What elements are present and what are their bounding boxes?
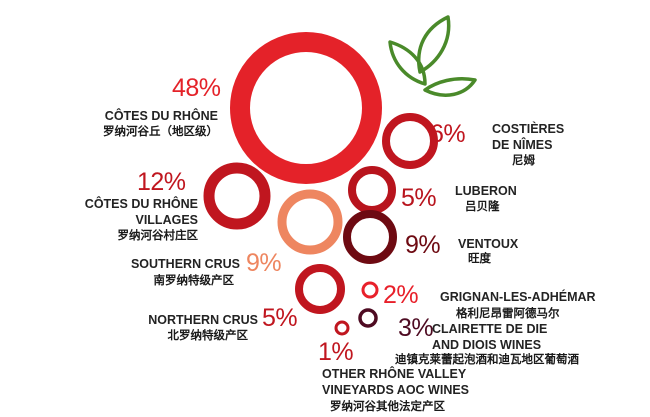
label-diois: AND DIOIS WINES: [432, 338, 542, 352]
ring-1pct-9: [334, 320, 350, 336]
ring-2pct-6: [361, 281, 379, 299]
ring-3pct-8: [358, 308, 378, 328]
label-grignan: GRIGNAN-LES-ADHÉMAR: [440, 290, 596, 304]
label-villages: VILLAGES: [135, 213, 198, 227]
pct-ventoux: 9%: [405, 231, 441, 259]
ring-5pct-3: [348, 166, 396, 214]
label-cotes-du-rhone: CÔTES DU RHÔNE: [104, 109, 218, 123]
label-zh-luberon: 吕贝隆: [465, 199, 500, 213]
label-zh-nimes: 尼姆: [512, 153, 535, 167]
pct-luberon: 5%: [401, 184, 437, 212]
ring-9pct-4: [277, 189, 343, 255]
label-zh-northern-crus: 北罗纳特级产区: [167, 328, 249, 342]
label-ventoux: VENTOUX: [458, 237, 519, 251]
label-zh-other-rhone: 罗纳河谷其他法定产区: [330, 399, 445, 413]
pct-cotes-du-rhone-villages: 12%: [137, 168, 186, 196]
label-clairette: CLAIRETTE DE DIE: [432, 322, 548, 336]
label-zh-clairette: 迪镇克莱蕾起泡酒和迪瓦地区葡萄酒: [395, 352, 579, 366]
pct-other-rhone: 1%: [318, 338, 354, 366]
label-zh-southern-crus: 南罗纳特级产区: [153, 273, 235, 287]
label-de-nimes: DE NÎMES: [492, 138, 553, 152]
ring-6pct-1: [382, 113, 438, 169]
label-cotes-du-rhone-2: CÔTES DU RHÔNE: [84, 197, 198, 211]
label-other-rhone: OTHER RHÔNE VALLEY: [322, 367, 467, 381]
ring-12pct-2: [203, 162, 271, 230]
label-luberon: LUBERON: [455, 184, 517, 198]
ring-48pct-0: [230, 32, 382, 184]
label-zh-ventoux: 旺度: [468, 251, 491, 265]
pct-clairette: 3%: [398, 314, 434, 342]
pct-cotes-du-rhone: 48%: [172, 74, 221, 102]
vine-leaves-icon: [388, 15, 477, 97]
label-vineyards-aoc: VINEYARDS AOC WINES: [322, 383, 470, 397]
ring-5pct-7: [295, 264, 345, 314]
label-costieres: COSTIÈRES: [492, 122, 565, 136]
pct-grignan: 2%: [383, 281, 419, 309]
label-zh-cotes-du-rhone: 罗纳河谷丘（地区级）: [103, 124, 218, 138]
label-northern-crus: NORTHERN CRUS: [148, 313, 258, 327]
pct-costieres-de-nimes: 6%: [430, 120, 466, 148]
label-zh-villages: 罗纳河谷村庄区: [117, 228, 199, 242]
ring-9pct-5: [343, 210, 397, 264]
label-southern-crus: SOUTHERN CRUS: [130, 257, 240, 271]
pct-southern-crus: 9%: [246, 249, 282, 277]
label-zh-grignan: 格利尼昂雷阿德马尔: [456, 306, 560, 320]
pct-northern-crus: 5%: [262, 304, 298, 332]
